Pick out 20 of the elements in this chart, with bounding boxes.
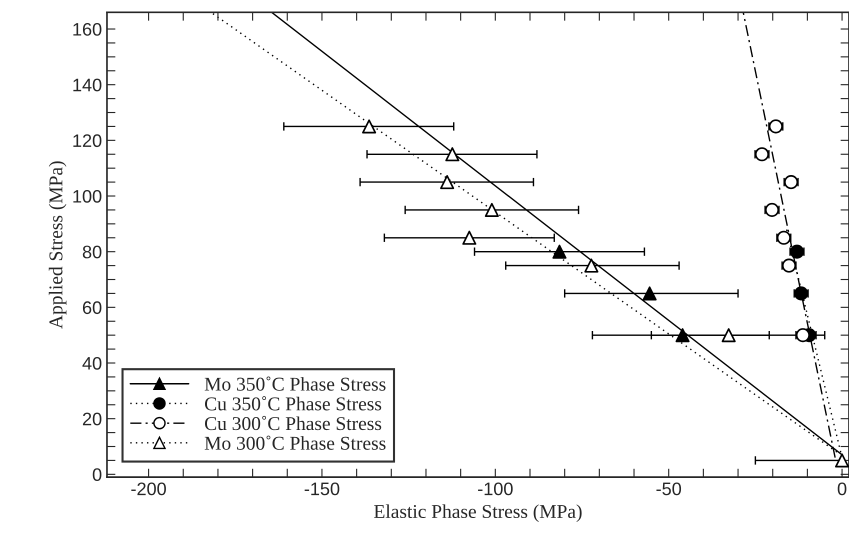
- x-axis-title: Elastic Phase Stress (MPa): [374, 504, 582, 522]
- x-tick-label: -150: [304, 482, 340, 496]
- y-tick-label: 60: [82, 301, 102, 314]
- legend-label: Mo 300˚C Phase Stress: [204, 436, 386, 450]
- legend-label: Cu 300˚C Phase Stress: [204, 416, 382, 430]
- y-tick-label: 100: [73, 190, 102, 203]
- y-axis-title: Applied Stress (MPa): [48, 161, 66, 329]
- legend-label: Cu 350˚C Phase Stress: [204, 396, 382, 410]
- y-tick-label: 140: [73, 78, 102, 92]
- y-tick-label: 80: [82, 246, 102, 258]
- y-tick-label: 40: [82, 356, 102, 370]
- y-tick-label: 120: [73, 134, 102, 148]
- x-tick-label: -50: [656, 482, 682, 496]
- x-tick-label: -100: [478, 482, 513, 496]
- x-tick-label: -200: [131, 482, 166, 496]
- y-tick-label: 160: [73, 22, 102, 36]
- legend-label: Mo 350˚C Phase Stress: [204, 376, 386, 391]
- x-tick-label: 0: [838, 482, 846, 496]
- y-tick-label: 20: [82, 412, 102, 426]
- y-tick-label: 0: [92, 468, 102, 482]
